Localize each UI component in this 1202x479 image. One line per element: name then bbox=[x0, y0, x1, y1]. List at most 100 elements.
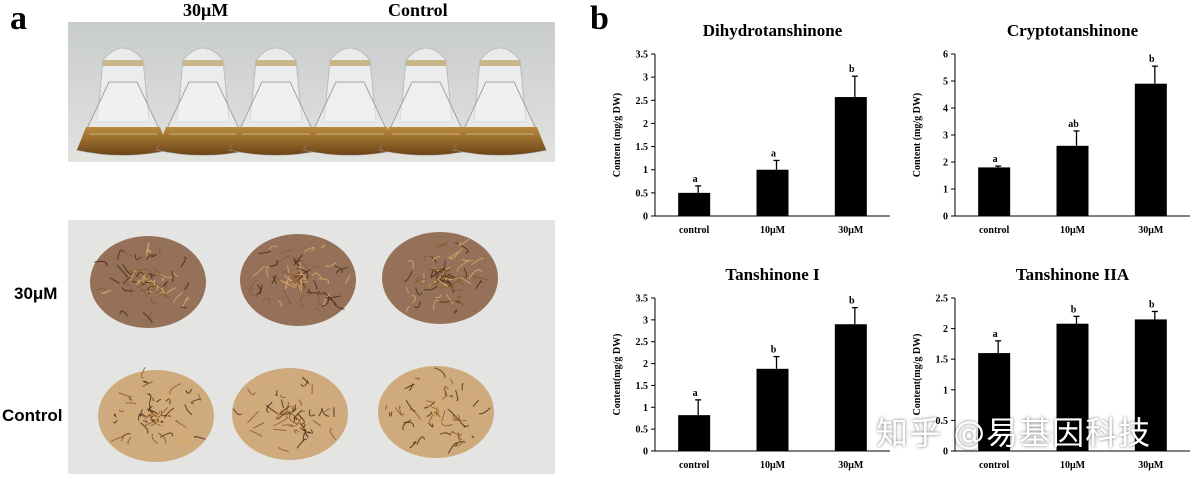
y-tick-label: 1 bbox=[643, 165, 648, 176]
top-label-control: Control bbox=[388, 0, 448, 20]
flask bbox=[303, 47, 397, 156]
x-tick-label: 10μM bbox=[1060, 225, 1086, 236]
bar bbox=[978, 167, 1011, 216]
chart-title: Tanshinone I bbox=[725, 265, 820, 284]
significance-letter: b bbox=[1071, 304, 1077, 315]
significance-letter: a bbox=[771, 148, 776, 159]
flask-illustration bbox=[68, 22, 555, 162]
y-axis-label: Content(mg/g DW) bbox=[612, 334, 623, 416]
bar bbox=[678, 415, 711, 451]
x-tick-label: control bbox=[979, 460, 1010, 471]
y-tick-label: 1.5 bbox=[636, 381, 649, 392]
chart-tanshinone-iia: Tanshinone IIA Content(mg/g DW) 0 0.5 1 1.5 2 2… bbox=[912, 265, 1190, 471]
bar bbox=[978, 353, 1011, 451]
x-tick-label: control bbox=[679, 225, 710, 236]
x-tick-label: 10μM bbox=[760, 225, 786, 236]
x-tick-label: 30μM bbox=[1138, 225, 1164, 236]
y-tick-label: 3 bbox=[643, 73, 648, 84]
y-tick-label: 3.5 bbox=[636, 50, 649, 61]
y-axis-label: Content (mg/g DW) bbox=[612, 93, 623, 177]
y-tick-label: 0 bbox=[943, 447, 948, 458]
y-tick-label: 0.5 bbox=[636, 425, 649, 436]
bar bbox=[1056, 145, 1089, 216]
x-tick-label: control bbox=[979, 225, 1010, 236]
y-tick-label: 0 bbox=[643, 212, 648, 223]
y-tick-label: 1 bbox=[943, 385, 948, 396]
flask bbox=[229, 47, 323, 156]
x-tick-label: 10μM bbox=[760, 460, 786, 471]
significance-letter: b bbox=[849, 296, 855, 307]
chart-cryptotanshinone: Cryptotanshinone Content (mg/g DW) 0 1 2 3 4 5 6… bbox=[912, 21, 1190, 236]
root-clump bbox=[378, 366, 494, 458]
flask bbox=[76, 47, 170, 156]
row-label-30um: 30μM bbox=[14, 284, 58, 303]
y-tick-label: 1.5 bbox=[936, 355, 949, 366]
y-tick-label: 2.5 bbox=[636, 337, 649, 348]
y-tick-label: 1 bbox=[943, 185, 948, 196]
bar bbox=[1134, 319, 1167, 451]
bar bbox=[756, 169, 789, 216]
y-tick-label: 3 bbox=[643, 315, 648, 326]
chart-dihydrotanshinone: Dihydrotanshinone Content (mg/g DW) 0 0.5 1 1… bbox=[612, 21, 890, 236]
root-clump bbox=[98, 367, 214, 462]
flask-photo bbox=[68, 22, 555, 162]
y-tick-label: 2 bbox=[943, 158, 948, 169]
row-label-control: Control bbox=[2, 406, 63, 425]
bar bbox=[678, 192, 711, 216]
x-tick-label: control bbox=[679, 460, 710, 471]
y-tick-label: 3 bbox=[943, 131, 948, 142]
root-illustration bbox=[68, 220, 555, 474]
bar bbox=[834, 324, 867, 451]
y-tick-label: 1.5 bbox=[636, 142, 649, 153]
top-label-30um: 30μM bbox=[183, 0, 229, 20]
y-tick-label: 0.5 bbox=[636, 188, 649, 199]
y-tick-label: 5 bbox=[943, 77, 948, 88]
watermark: 知乎 @易基因科技 bbox=[876, 414, 1152, 452]
root-clump bbox=[90, 236, 206, 328]
x-tick-label: 30μM bbox=[838, 225, 864, 236]
significance-letter: b bbox=[1149, 299, 1155, 310]
chart-title: Tanshinone IIA bbox=[1016, 265, 1130, 284]
significance-letter: ab bbox=[1068, 119, 1079, 130]
root-clump bbox=[382, 232, 498, 324]
x-tick-label: 30μM bbox=[838, 460, 864, 471]
panel-a-letter: a bbox=[10, 0, 27, 37]
flask bbox=[156, 47, 250, 156]
root-clump bbox=[240, 234, 356, 326]
y-tick-label: 2.5 bbox=[936, 294, 949, 305]
y-tick-label: 2 bbox=[643, 359, 648, 370]
flask bbox=[379, 47, 473, 156]
flask bbox=[453, 47, 547, 156]
significance-letter: a bbox=[993, 154, 998, 165]
x-tick-label: 30μM bbox=[1138, 460, 1164, 471]
x-tick-label: 10μM bbox=[1060, 460, 1086, 471]
y-tick-label: 1 bbox=[643, 403, 648, 414]
y-tick-label: 3.5 bbox=[636, 294, 649, 305]
chart-title: Dihydrotanshinone bbox=[703, 21, 843, 40]
y-tick-label: 2.5 bbox=[636, 96, 649, 107]
chart-title: Cryptotanshinone bbox=[1007, 21, 1139, 40]
y-tick-label: 2 bbox=[943, 324, 948, 335]
bar bbox=[834, 97, 867, 216]
significance-letter: a bbox=[693, 388, 698, 399]
y-tick-label: 6 bbox=[943, 50, 948, 61]
y-tick-label: 4 bbox=[943, 104, 948, 115]
panel-b-letter: b bbox=[590, 0, 609, 37]
y-tick-label: 0 bbox=[943, 212, 948, 223]
significance-letter: b bbox=[1149, 54, 1155, 65]
y-axis-label: Content (mg/g DW) bbox=[912, 93, 923, 177]
bar bbox=[1134, 83, 1167, 216]
significance-letter: a bbox=[993, 329, 998, 340]
significance-letter: a bbox=[693, 174, 698, 185]
bar bbox=[756, 368, 789, 451]
root-clump bbox=[232, 368, 348, 460]
significance-letter: b bbox=[849, 64, 855, 75]
y-tick-label: 2 bbox=[643, 119, 648, 130]
root-photo bbox=[68, 220, 555, 474]
y-tick-label: 0 bbox=[643, 447, 648, 458]
chart-tanshinone-i: Tanshinone I Content(mg/g DW) 0 0.5 1 1.5 2 2.5… bbox=[612, 265, 890, 471]
bar bbox=[1056, 323, 1089, 451]
significance-letter: b bbox=[771, 345, 777, 356]
y-axis-label: Content(mg/g DW) bbox=[912, 334, 923, 416]
y-tick-label: 0.5 bbox=[936, 416, 949, 427]
